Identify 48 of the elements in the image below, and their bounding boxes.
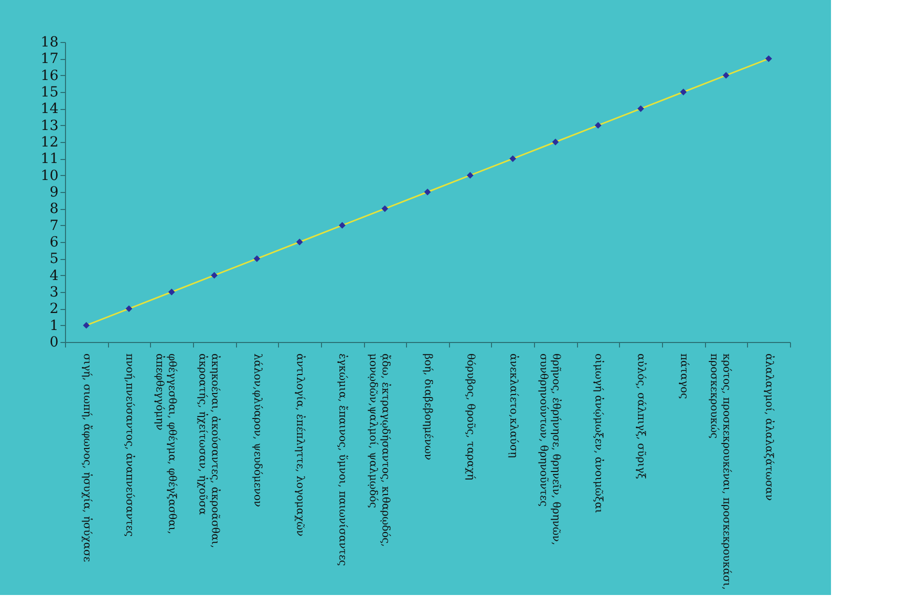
x-tick-label: ἀντιλογία, ἐπέπληττε, λογομαχῶν	[294, 354, 306, 536]
x-tick-label: ἀνεκλαίετο,κλαύσῃ	[507, 354, 520, 458]
y-tick-label: 11	[40, 151, 58, 168]
x-tick-label: βοή, διαβεβοημένων	[422, 354, 434, 460]
y-tick-label: 12	[40, 134, 58, 150]
point	[594, 122, 602, 129]
point	[765, 55, 772, 62]
y-tick-label: 14	[40, 101, 59, 118]
x-tick-label: αὐλός, σάλπιγξ, σῦριγξ	[635, 354, 648, 480]
point	[382, 205, 388, 212]
point	[637, 105, 644, 112]
point	[680, 88, 687, 96]
point	[210, 272, 218, 279]
y-tick-label: 3	[50, 284, 58, 300]
point	[509, 155, 516, 162]
point	[552, 138, 559, 146]
y-tick-label: 1	[50, 318, 58, 334]
x-tick-label: πνοή,πνεύσαντος, ἀναπνεύσαντες	[123, 354, 136, 537]
y-tick-label: 15	[40, 84, 58, 100]
y-tick-label: 9	[50, 184, 58, 200]
y-tick-label: 0	[50, 334, 58, 350]
y-tick-label: 7	[50, 218, 58, 234]
point	[338, 222, 346, 229]
point	[722, 72, 730, 79]
point	[296, 238, 303, 246]
point	[82, 322, 90, 329]
point	[168, 288, 175, 296]
y-tick-label: 4	[50, 268, 59, 284]
y-tick-label: 2	[50, 301, 58, 318]
point	[466, 172, 474, 179]
y-tick-label: 17	[40, 51, 58, 68]
x-tick-label: λάλον,φλύαρον, ψευδόμενον	[251, 354, 264, 508]
y-tick-label: 6	[50, 234, 59, 250]
x-tick-label: πάταγος	[678, 354, 690, 399]
x-tick-label: ἀλαλαγμοί, ἀλαλαξάτωσαν	[763, 354, 776, 501]
y-tick-label: 5	[50, 251, 58, 268]
x-tick-label: οἰμωγή ἀνῴμωξεν, ἀνοιμῶξαι	[592, 354, 605, 514]
y-tick-label: 16	[40, 68, 59, 84]
y-tick-label: 13	[40, 118, 58, 134]
x-tick-label: σιγή, σιωπή, ἄφωνος, ἡσυχία, ἡσύχασε	[80, 354, 93, 562]
y-tick-label: 10	[40, 168, 58, 184]
x-tick-label: θόρυβος, θροῦς, ταραχή	[464, 354, 477, 480]
x-tick-label: ἐγκώμια, ἔπαινος, ὕμνοι, παιωνίσαντες	[336, 354, 349, 566]
point	[126, 305, 132, 312]
y-tick-label: 18	[40, 34, 58, 50]
y-tick-label: 8	[50, 201, 58, 218]
point	[424, 188, 431, 196]
point	[254, 255, 260, 262]
